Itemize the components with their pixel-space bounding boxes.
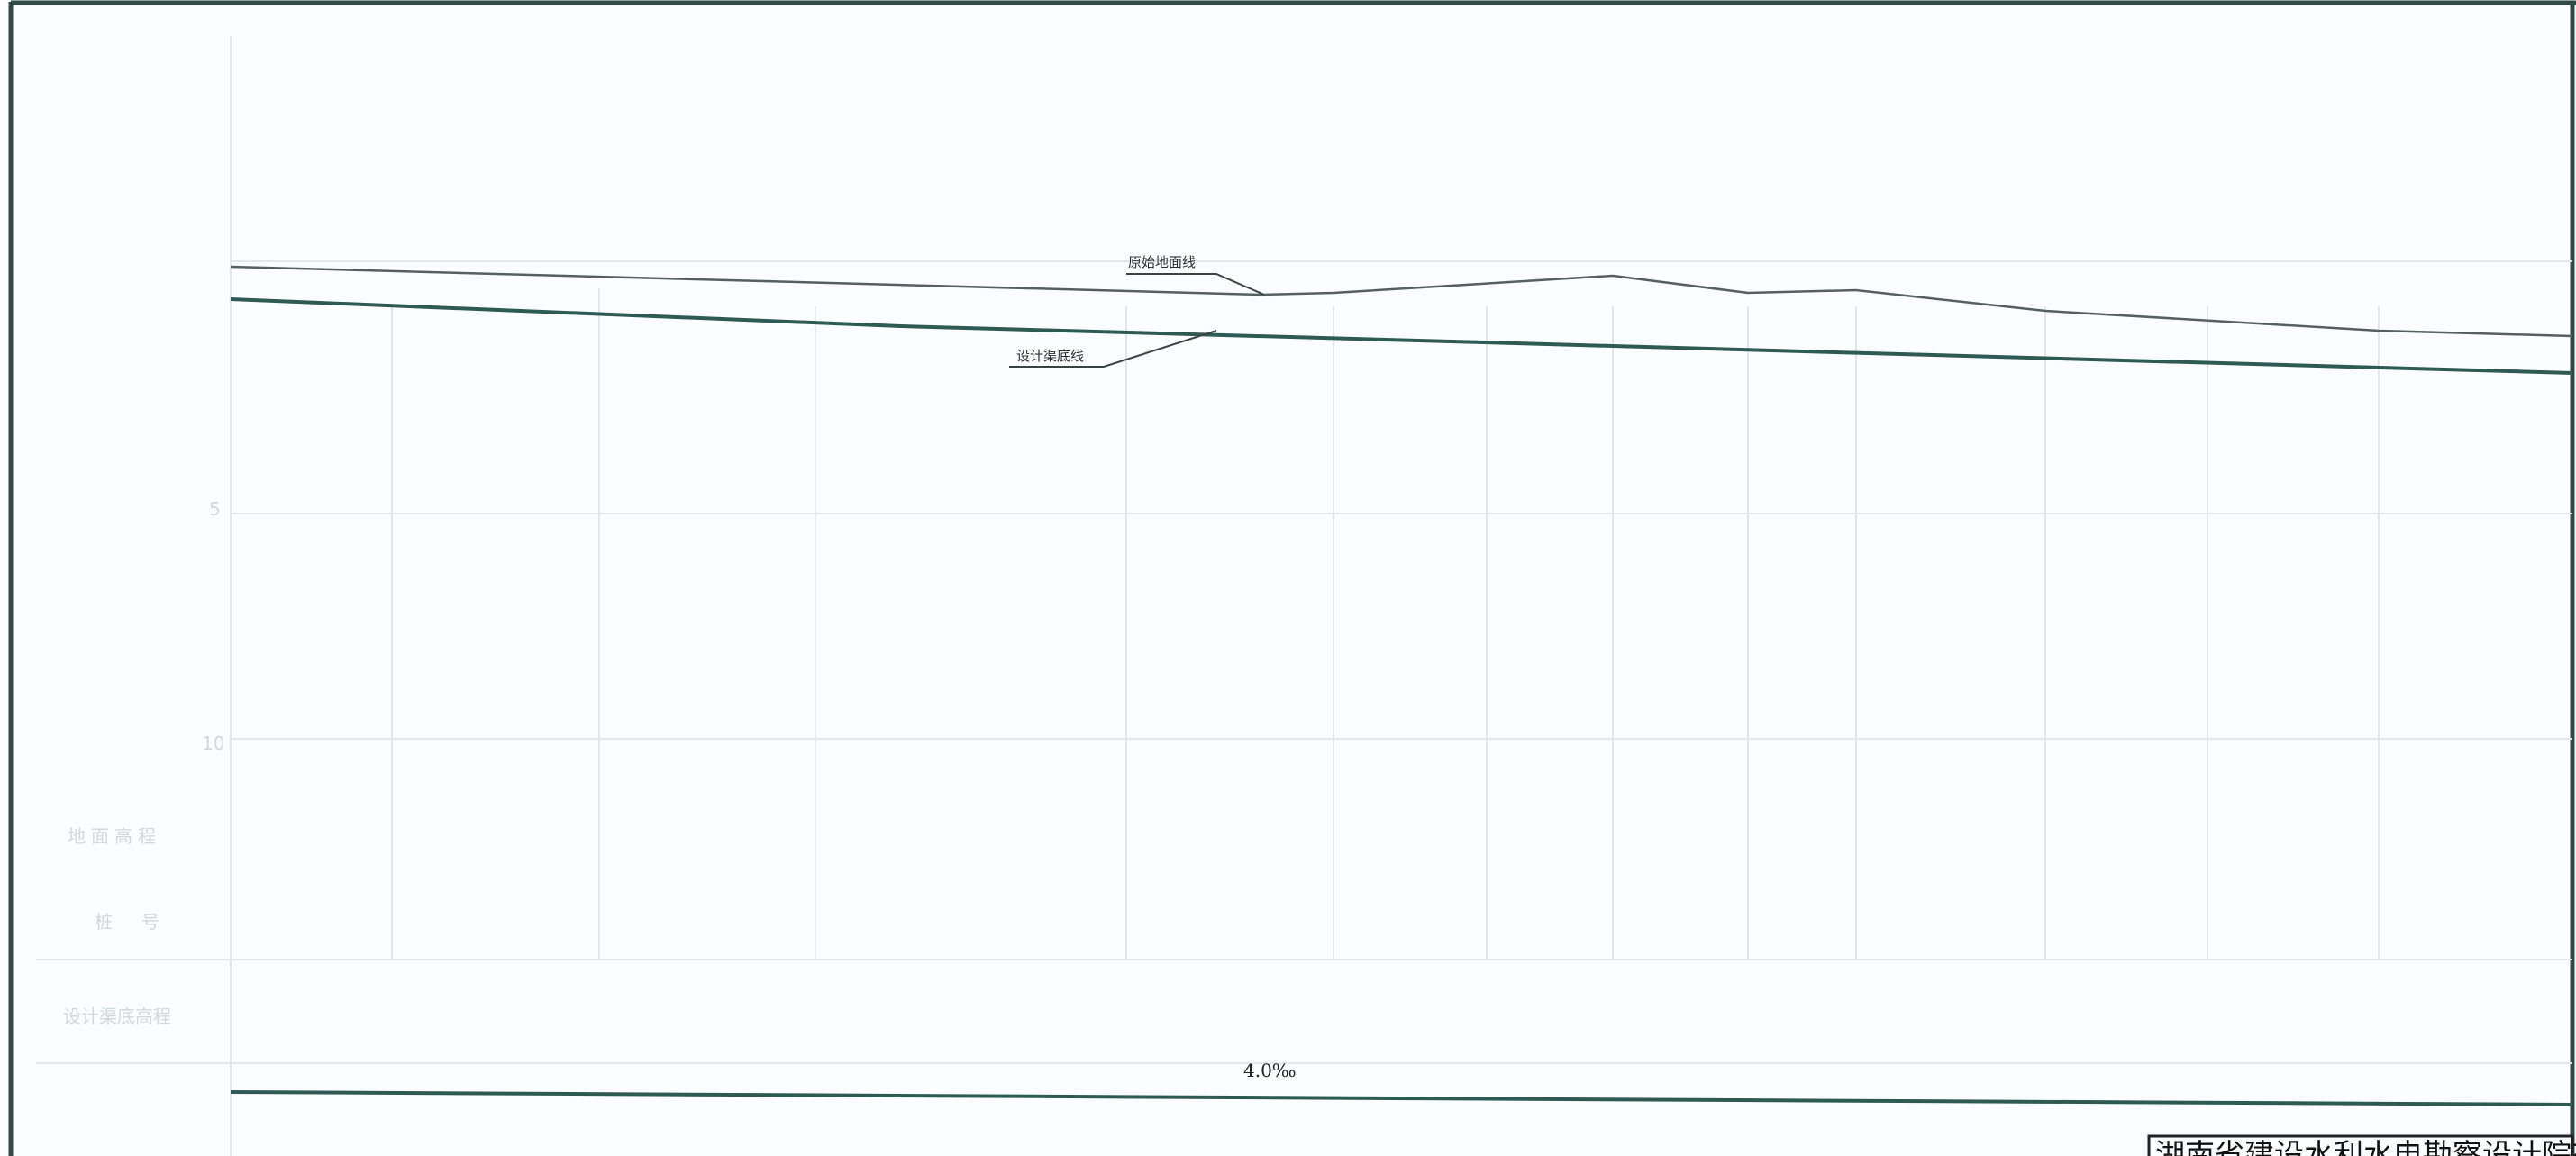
design-line-label: 设计渠底线	[1016, 348, 1084, 364]
table-row-label: 桩 号	[95, 911, 165, 933]
axis-tick-label: 5	[209, 498, 221, 520]
slope-label: 4.0‰	[1243, 1060, 1297, 1081]
company-title-box	[2147, 1134, 2574, 1156]
ground-line-label: 原始地面线	[1128, 254, 1196, 270]
ground-line-leader	[1126, 273, 1265, 296]
drawing-frame	[8, 0, 2576, 1156]
table-row-label: 地面高程	[68, 825, 161, 847]
company-name: 湖南省建设水利水电勘察设计院有限公司	[2155, 1139, 2576, 1156]
slope-line	[230, 1090, 2573, 1106]
design-line-leader	[1009, 330, 1217, 368]
table-row-label: 设计渠底高程	[63, 1006, 171, 1027]
axis-tick-label: 10	[202, 733, 224, 754]
design-canal-bottom-line	[230, 297, 2573, 375]
original-ground-line	[230, 265, 2573, 338]
grid	[36, 36, 2572, 1156]
